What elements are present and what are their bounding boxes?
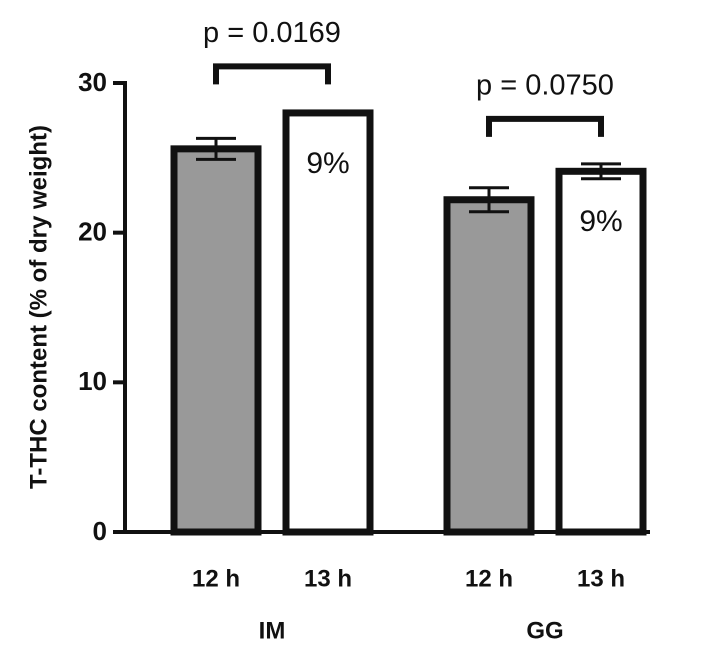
significance-bracket — [213, 63, 331, 85]
bar — [443, 196, 535, 536]
y-tick-label: 30 — [78, 67, 107, 97]
x-tick-label: 12 h — [192, 565, 240, 592]
bar — [170, 145, 262, 536]
y-tick-label: 0 — [93, 516, 107, 546]
y-tick-label: 10 — [78, 366, 107, 396]
p-value: p = 0.0750 — [476, 69, 614, 101]
group-label: IM — [259, 617, 286, 644]
significance-bracket — [486, 115, 604, 137]
group-label: GG — [526, 617, 563, 644]
x-tick-label: 13 h — [577, 565, 625, 592]
change-label: 9% — [579, 205, 622, 238]
y-tick-label: 20 — [78, 217, 107, 247]
y-axis-label: T-THC content (% of dry weight) — [25, 125, 52, 489]
change-label: 9% — [306, 147, 349, 180]
x-tick-label: 12 h — [465, 565, 513, 592]
p-value: p = 0.0169 — [203, 17, 341, 49]
x-tick-label: 13 h — [304, 565, 352, 592]
